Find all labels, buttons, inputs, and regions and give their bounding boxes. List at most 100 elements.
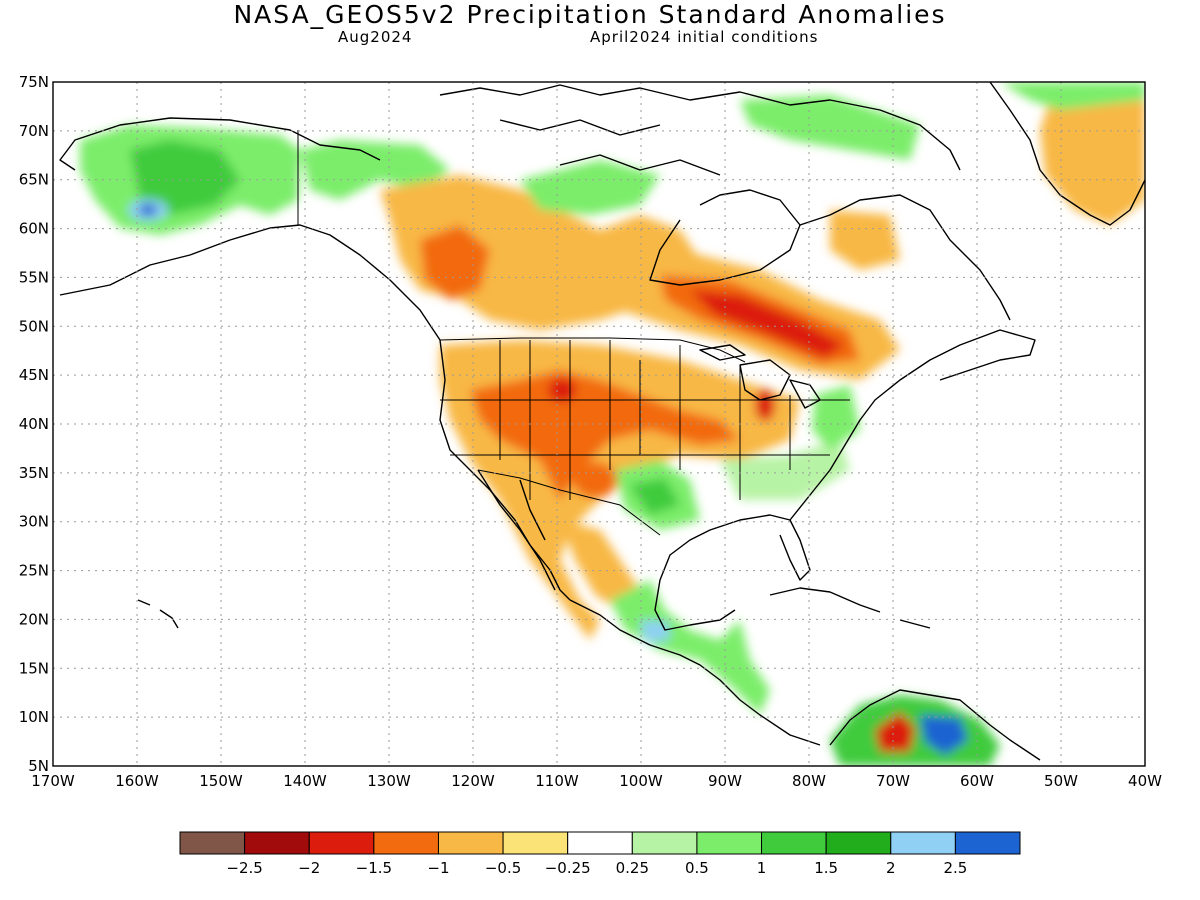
- lon-axis-labels: 170W 160W 150W 140W 130W 120W 110W 100W 90W 80W 70…: [31, 772, 1162, 790]
- coast-hudson-bay: [649, 189, 801, 286]
- boundaries: [297, 130, 850, 536]
- colorbar-label: −2.5: [226, 859, 262, 877]
- lat-axis-labels: 75N 70N 65N 60N 55N 50N 45N 40N 35N 30N 25N 20N 15N 1…: [19, 73, 49, 775]
- lat-label: 65N: [19, 171, 49, 189]
- anomaly-south-america-dry: [875, 712, 915, 752]
- colorbar-label: −0.25: [545, 859, 591, 877]
- lat-label: 50N: [19, 317, 49, 335]
- colorbar-label: 0.25: [616, 859, 649, 877]
- lon-label: 60W: [960, 772, 994, 790]
- chart-title: NASA_GEOS5v2 Precipitation Standard Anom…: [233, 0, 947, 29]
- lat-label: 20N: [19, 610, 49, 628]
- lat-label: 60N: [19, 220, 49, 238]
- lon-label: 140W: [283, 772, 327, 790]
- lon-label: 80W: [792, 772, 826, 790]
- coast-mexico-west: [569, 599, 821, 746]
- anomaly-wyoming-max: [548, 378, 576, 402]
- lat-label: 30N: [19, 513, 49, 531]
- colorbar-labels: −2.5 −2 −1.5 −1 −0.5 −0.25 0.25 0.5 1 1.5 2 2.5: [226, 859, 967, 877]
- colorbar-swatch: [954, 831, 1021, 855]
- lat-label: 35N: [19, 464, 49, 482]
- border-us-mexico: [477, 469, 661, 536]
- colorbar-swatch: [502, 831, 569, 855]
- lon-label: 110W: [535, 772, 579, 790]
- anomaly-alaska-max: [139, 204, 157, 216]
- colorbar-label: 2: [886, 859, 896, 877]
- anomaly-labrador-dry: [830, 210, 900, 270]
- anomaly-southern-plains-wet-core: [630, 478, 680, 515]
- anomaly-mid-atlantic-wet: [812, 385, 860, 450]
- colorbar-swatch: [373, 831, 439, 855]
- lat-label: 40N: [19, 415, 49, 433]
- state-lines: [440, 340, 850, 500]
- anomaly-southwest-dry-core: [573, 462, 617, 498]
- anomaly-central-america-very-wet: [640, 620, 670, 642]
- lon-label: 120W: [451, 772, 495, 790]
- lat-label: 55N: [19, 268, 49, 286]
- colorbar-label: −2: [298, 859, 320, 877]
- colorbar-swatch: [825, 831, 892, 855]
- anomaly-western-us-very-dry: [470, 370, 740, 500]
- colorbar-swatch: [761, 831, 827, 855]
- coast-cuba: [769, 587, 931, 629]
- lat-label: 10N: [19, 708, 49, 726]
- anomaly-greenland-wet: [1000, 82, 1145, 110]
- coast-south-america: [829, 689, 1041, 761]
- anomaly-south-america-wet: [830, 695, 1000, 766]
- colorbar-label: 1.5: [814, 859, 838, 877]
- lon-label: 160W: [115, 772, 159, 790]
- anomaly-baffin-wet: [740, 95, 920, 160]
- anomaly-mexico-dry: [560, 520, 640, 610]
- coast-gulf: [654, 514, 791, 631]
- lon-label: 40W: [1128, 772, 1162, 790]
- colorbar-label: 0.5: [685, 859, 709, 877]
- lon-label: 100W: [619, 772, 663, 790]
- colorbar-swatch: [308, 831, 375, 855]
- graticule: [53, 82, 1145, 766]
- coast-labrador: [799, 194, 1011, 321]
- anomaly-ohio-valley-max: [755, 389, 775, 421]
- lon-label: 70W: [876, 772, 910, 790]
- coast-greenland: [989, 82, 1145, 226]
- anomaly-hudson-wet: [520, 160, 660, 215]
- anomaly-mexico-wet: [610, 580, 770, 715]
- anomaly-alaska-wet-core: [130, 140, 240, 215]
- lat-label: 5N: [28, 757, 49, 775]
- lat-label: 25N: [19, 562, 49, 580]
- colorbar-swatch: [890, 831, 956, 855]
- lat-label: 15N: [19, 659, 49, 677]
- colorbar-label: 2.5: [943, 859, 967, 877]
- lon-label: 150W: [199, 772, 243, 790]
- coast-baja: [477, 469, 556, 591]
- lat-label: 45N: [19, 366, 49, 384]
- coast-florida: [779, 519, 811, 581]
- lon-label: 170W: [31, 772, 75, 790]
- coast-arctic-islands: [439, 84, 961, 176]
- colorbar-label: 1: [757, 859, 767, 877]
- colorbar-label: −1.5: [356, 859, 392, 877]
- colorbar-swatch: [696, 831, 763, 855]
- colorbar-swatch: [244, 831, 310, 855]
- valid-month: Aug2024: [338, 28, 413, 46]
- lat-label: 70N: [19, 122, 49, 140]
- coast-hawaii: [137, 599, 179, 629]
- lon-label: 50W: [1044, 772, 1078, 790]
- colorbar-swatch: [179, 831, 246, 855]
- lat-label: 75N: [19, 73, 49, 91]
- border-us-canada: [439, 337, 746, 363]
- coast-east-us: [789, 329, 1036, 521]
- lon-label: 130W: [367, 772, 411, 790]
- map-frame: [52, 81, 1146, 767]
- anomaly-greenland-dry: [1040, 92, 1145, 225]
- colorbar-swatch: [631, 831, 698, 855]
- anomaly-south-america-very-wet: [920, 715, 968, 755]
- colorbar-label: −1: [427, 859, 449, 877]
- lon-label: 90W: [708, 772, 742, 790]
- initial-conditions: April2024 initial conditions: [590, 28, 819, 46]
- coast-alaska-north: [59, 117, 381, 171]
- colorbar-label: −0.5: [485, 859, 521, 877]
- anomaly-eastern-canada-max: [690, 290, 845, 358]
- colorbar-swatch: [567, 831, 633, 855]
- colorbar: [179, 831, 1021, 855]
